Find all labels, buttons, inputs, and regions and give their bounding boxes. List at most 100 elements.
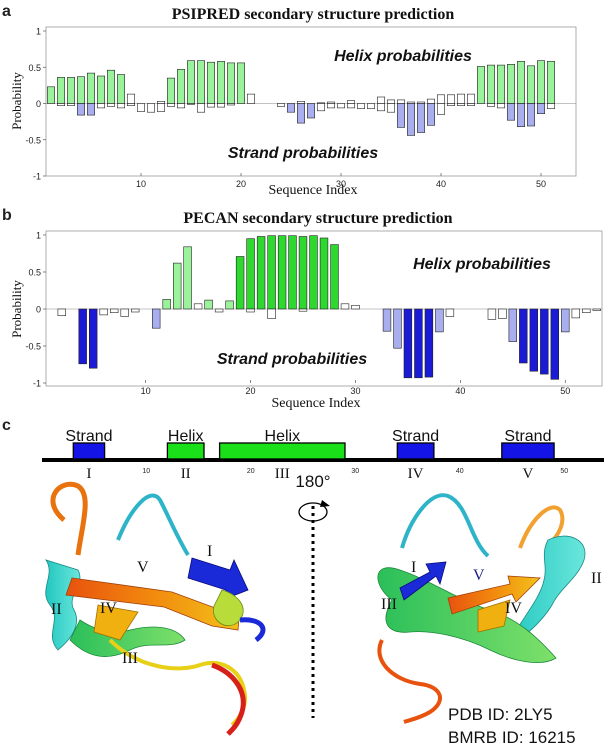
label-iv-right: IV (505, 600, 522, 617)
strand-bar-53 (592, 308, 602, 311)
helix-bar-20 (237, 62, 246, 104)
helix-bar-17 (207, 61, 216, 104)
helix-bar-12 (157, 101, 166, 104)
plot-frame (45, 230, 603, 387)
y-tick-label: 1 (36, 231, 41, 241)
strand-label: Strand (504, 428, 551, 445)
helix-bar-51 (546, 61, 555, 104)
helix-bar-8 (117, 74, 126, 104)
bar-layer (46, 235, 602, 380)
helix-bar-13 (167, 77, 176, 104)
helix-bar-9 (127, 93, 136, 104)
strand-bar-6 (99, 308, 108, 316)
element-roman-numeral: III (275, 466, 290, 482)
y-tick-label: 0 (36, 305, 41, 315)
strand-bar-51 (546, 103, 555, 109)
strand-bar-4 (78, 308, 87, 365)
loop-cyan (116, 493, 190, 557)
strand-bar-16 (197, 103, 206, 113)
strand-bar-34 (376, 103, 385, 112)
chart-title: PSIPRED secondary structure prediction (172, 6, 455, 23)
strand-bar-32 (356, 103, 365, 109)
label-iv: IV (100, 600, 117, 617)
strand-v-arrow (65, 577, 241, 631)
element-roman-numeral: V (522, 466, 533, 482)
loop-orange-top (518, 505, 565, 549)
helix-bar-16 (197, 60, 206, 104)
strand-bar-8 (120, 308, 129, 317)
strand-bar-30 (336, 103, 345, 109)
helix-bar-30 (351, 304, 360, 310)
x-tick-label: 40 (455, 386, 465, 396)
helix-bar-45 (486, 64, 495, 104)
x-tick-label: 40 (436, 179, 446, 189)
x-tick-label: 50 (560, 386, 570, 396)
strand-bar-36 (414, 308, 423, 379)
helix-bar-34 (376, 96, 385, 104)
helix-bar-15 (187, 60, 196, 104)
track-tick-label: 10 (142, 468, 150, 475)
strand-bar-45 (508, 308, 517, 342)
strand-label: Strand (392, 428, 439, 445)
helix-bar-27 (319, 237, 329, 310)
strand-bar-50 (536, 103, 545, 114)
helix-bar-36 (396, 99, 405, 104)
rotation-label: 180° (295, 472, 330, 491)
helix-annotation: Helix probabilities (413, 256, 551, 273)
x-axis-label: Sequence Index (271, 396, 360, 411)
bmrb-id: BMRB ID: 16215 (448, 728, 576, 746)
strand-bar-33 (366, 103, 375, 109)
strand-bar-45 (486, 103, 495, 107)
loop-red-right (377, 639, 442, 724)
track-ticks: 10 20 30 40 50 (142, 468, 568, 475)
helix-bar-31 (346, 100, 355, 104)
plot-frame (45, 26, 577, 177)
helix-bar-2 (56, 77, 65, 104)
helix-bar-1 (46, 86, 55, 104)
loop-cyan-top (400, 493, 490, 558)
strand-bar-14 (177, 103, 186, 109)
helix-bar-50 (536, 60, 545, 104)
strand-bar-19 (227, 103, 236, 106)
strand-bar-11 (152, 308, 161, 329)
sequence-line (42, 458, 604, 462)
strand-bar-39 (426, 103, 435, 126)
y-tick-label: 0.5 (28, 268, 41, 278)
y-tick-label: 0.5 (28, 63, 41, 73)
strand-bar-49 (526, 103, 535, 127)
helix-bar-29 (340, 303, 350, 310)
strand-bar-38 (435, 308, 444, 333)
tail-red (211, 662, 246, 736)
strand-bar-11 (147, 103, 156, 113)
helix-bar-46 (496, 64, 505, 104)
secondary-structure-track: Strand I Helix II Helix III Strand IV Strand V 10… (42, 428, 604, 482)
ribbon-structure-left: I V II IV III (45, 481, 266, 736)
y-axis-label: Probability (9, 72, 24, 130)
helix-bar-42 (456, 93, 465, 104)
strand-bar-20 (246, 308, 255, 313)
bar-layer (46, 60, 576, 136)
strand-bar-6 (97, 103, 106, 109)
strand-bar-43 (466, 103, 475, 107)
label-v-right: V (473, 567, 485, 584)
helix-bar-13 (173, 262, 182, 310)
strand-bar-3 (67, 103, 76, 107)
element-roman-numeral: I (87, 466, 92, 482)
strand-bar-17 (207, 103, 216, 108)
helix-bar-26 (309, 235, 318, 310)
strand-bar-42 (456, 103, 465, 107)
x-tick-label: 10 (141, 386, 151, 396)
helix-bar-4 (77, 76, 86, 104)
strand-bar-7 (107, 103, 116, 107)
strand-bar-41 (446, 103, 455, 107)
y-axis: -1 -0.5 0 0.5 1 (25, 231, 46, 389)
strand-v-right (447, 575, 541, 615)
strand-bar-17 (214, 308, 224, 313)
track-tick-label: 30 (351, 468, 359, 475)
strand-bar-27 (306, 103, 315, 119)
loop-orange (50, 481, 88, 556)
helix-bar-39 (426, 98, 435, 104)
strand-bar-37 (424, 308, 434, 378)
helix-bar-35 (386, 99, 395, 104)
x-tick-label: 30 (336, 179, 346, 189)
